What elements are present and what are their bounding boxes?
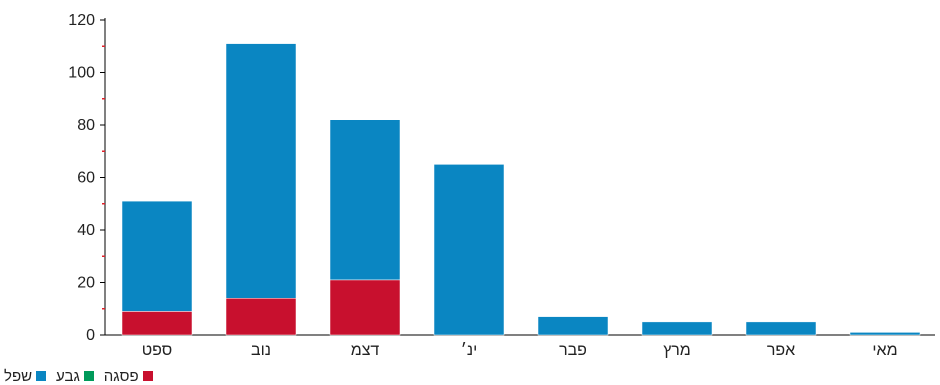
bar-segment xyxy=(745,321,817,336)
x-tick-label: פבר xyxy=(559,342,587,359)
legend-label-peak: פסגה xyxy=(103,367,139,385)
x-tick-label: מאי xyxy=(872,342,897,359)
x-tick-label: ינ׳ xyxy=(461,342,478,359)
bar-segment xyxy=(225,298,297,336)
bar-segment xyxy=(433,164,505,336)
bar-segment xyxy=(225,43,297,299)
legend-swatch-mid xyxy=(83,371,94,381)
bar-segment xyxy=(329,119,401,281)
legend-label-low: שפל xyxy=(4,367,33,385)
bar-chart: 0 20 40 60 80 100 120 ספט נוב דצמ ינ׳ פבר מרץ אפר מאי xyxy=(68,12,935,359)
y-tick-label: 100 xyxy=(68,65,95,82)
x-tick-label: מרץ xyxy=(663,342,691,359)
legend-item-peak: פסגה xyxy=(104,368,153,385)
legend-label-mid: גבע xyxy=(56,367,80,385)
legend-swatch-low xyxy=(36,371,47,381)
bar-segment xyxy=(641,321,713,336)
legend-item-mid: גבע xyxy=(56,368,94,385)
bar-segment xyxy=(329,279,401,336)
y-tick-label: 0 xyxy=(86,327,95,344)
y-tick-label: 80 xyxy=(77,117,95,134)
legend-swatch-peak xyxy=(142,371,153,381)
bar-segment xyxy=(121,200,193,312)
chart-bars xyxy=(121,43,921,336)
x-tick-label: אפר xyxy=(767,342,795,359)
bar-segment xyxy=(121,311,193,336)
bar-segment xyxy=(849,332,921,336)
x-tick-label: דצמ xyxy=(351,342,380,359)
y-tick-label: 120 xyxy=(68,12,95,29)
x-tick-label: נוב xyxy=(251,342,271,359)
bar-segment xyxy=(537,316,609,336)
y-tick-label: 20 xyxy=(77,275,95,292)
legend-item-low: שפל xyxy=(4,367,47,385)
x-tick-label: ספט xyxy=(142,342,173,359)
chart-legend: פסגה גבע שפל xyxy=(4,367,153,385)
y-tick-label: 40 xyxy=(77,222,95,239)
y-tick-label: 60 xyxy=(77,170,95,187)
x-axis-labels: ספט נוב דצמ ינ׳ פבר מרץ אפר מאי xyxy=(142,342,898,359)
